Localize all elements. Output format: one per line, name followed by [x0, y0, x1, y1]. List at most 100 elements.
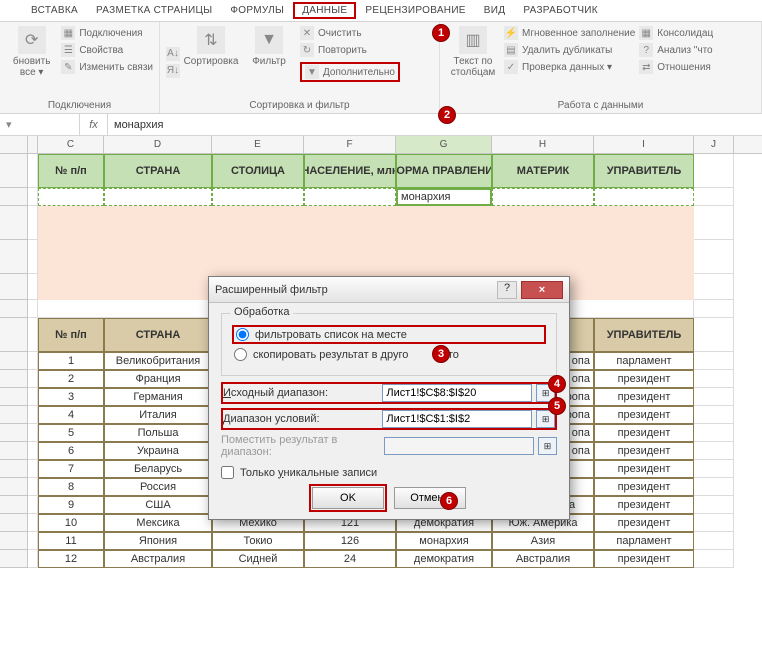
sort-button[interactable]: ⇅ Сортировка — [184, 26, 238, 98]
criteria-header[interactable]: МАТЕРИК — [492, 154, 594, 188]
col-header[interactable]: J — [694, 136, 734, 153]
name-box[interactable]: ▾ — [0, 114, 80, 135]
criteria-cell-selected[interactable]: монархия — [396, 188, 492, 206]
table-cell[interactable]: 1 — [38, 352, 104, 370]
criteria-cell[interactable] — [594, 188, 694, 206]
cell[interactable] — [694, 550, 734, 568]
table-cell[interactable]: 7 — [38, 460, 104, 478]
row-header[interactable] — [0, 206, 28, 240]
table-cell[interactable]: парламент — [594, 352, 694, 370]
what-if-button[interactable]: ?Анализ "что — [639, 43, 713, 57]
table-cell[interactable]: 9 — [38, 496, 104, 514]
criteria-header[interactable]: НАСЕЛЕНИЕ, млн — [304, 154, 396, 188]
row-header[interactable] — [0, 188, 28, 206]
criteria-cell[interactable] — [304, 188, 396, 206]
checkbox-unique-records[interactable]: Только уникальные записи — [221, 466, 557, 479]
row-header[interactable] — [0, 514, 28, 532]
filter-button[interactable]: ▼ Фильтр — [242, 26, 296, 98]
table-cell[interactable]: Польша — [104, 424, 212, 442]
relationships-button[interactable]: ⇄Отношения — [639, 60, 713, 74]
col-header[interactable] — [28, 136, 38, 153]
table-cell[interactable]: демократия — [396, 550, 492, 568]
cell[interactable] — [694, 406, 734, 424]
cell[interactable] — [28, 370, 38, 388]
cell[interactable] — [694, 274, 734, 300]
cell[interactable] — [694, 300, 734, 318]
criteria-header[interactable]: СТОЛИЦА — [212, 154, 304, 188]
cell[interactable] — [28, 478, 38, 496]
row-header[interactable] — [0, 478, 28, 496]
cell[interactable] — [28, 206, 38, 240]
cell[interactable] — [694, 478, 734, 496]
table-cell[interactable]: 2 — [38, 370, 104, 388]
row-header[interactable] — [0, 300, 28, 318]
row-header[interactable] — [0, 154, 28, 188]
cell[interactable] — [694, 370, 734, 388]
fx-label[interactable]: fx — [80, 114, 108, 135]
dialog-titlebar[interactable]: Расширенный фильтр ? × — [209, 277, 569, 303]
spacer-cell[interactable] — [38, 240, 694, 274]
col-header[interactable]: E — [212, 136, 304, 153]
table-cell[interactable]: США — [104, 496, 212, 514]
input-source-range[interactable] — [382, 384, 532, 402]
radio-filter-in-place[interactable]: фильтровать список на месте — [232, 325, 546, 344]
dialog-help-button[interactable]: ? — [497, 281, 517, 299]
text-to-columns-button[interactable]: ▥ Текст по столбцам — [446, 26, 500, 98]
data-validation-button[interactable]: ✓Проверка данных ▾ — [504, 60, 635, 74]
clear-filter-button[interactable]: ✕Очистить — [300, 26, 400, 40]
row-header[interactable] — [0, 352, 28, 370]
consolidate-button[interactable]: ▦Консолидац — [639, 26, 713, 40]
table-cell[interactable]: Украина — [104, 442, 212, 460]
reapply-button[interactable]: ↻Повторить — [300, 43, 400, 57]
cell[interactable] — [28, 388, 38, 406]
cell[interactable] — [694, 388, 734, 406]
cell[interactable] — [28, 514, 38, 532]
criteria-cell[interactable] — [38, 188, 104, 206]
row-header[interactable] — [0, 442, 28, 460]
table-cell[interactable]: Токио — [212, 532, 304, 550]
refresh-all-button[interactable]: ⟳ бновить все ▾ — [6, 26, 57, 98]
flash-fill-button[interactable]: ⚡Мгновенное заполнение — [504, 26, 635, 40]
table-cell[interactable]: Россия — [104, 478, 212, 496]
cell[interactable] — [28, 318, 38, 352]
table-cell[interactable]: президент — [594, 406, 694, 424]
table-cell[interactable]: Азия — [492, 532, 594, 550]
edit-links-button[interactable]: ✎Изменить связи — [61, 60, 153, 74]
row-header[interactable] — [0, 424, 28, 442]
radio-copy-to-input[interactable] — [234, 348, 247, 361]
table-cell[interactable]: президент — [594, 496, 694, 514]
tab-insert[interactable]: ВСТАВКА — [22, 2, 87, 19]
cell[interactable] — [28, 496, 38, 514]
table-cell[interactable]: Сидней — [212, 550, 304, 568]
remove-duplicates-button[interactable]: ▤Удалить дубликаты — [504, 43, 635, 57]
col-header[interactable]: D — [104, 136, 212, 153]
tab-data[interactable]: ДАННЫЕ — [293, 2, 356, 19]
table-cell[interactable]: 8 — [38, 478, 104, 496]
ok-button[interactable]: OK — [312, 487, 384, 509]
table-cell[interactable]: 4 — [38, 406, 104, 424]
row-header[interactable] — [0, 274, 28, 300]
cell[interactable] — [28, 188, 38, 206]
table-cell[interactable]: 5 — [38, 424, 104, 442]
table-cell[interactable]: Беларусь — [104, 460, 212, 478]
col-header[interactable]: H — [492, 136, 594, 153]
connections-button[interactable]: ▦Подключения — [61, 26, 153, 40]
table-cell[interactable]: 24 — [304, 550, 396, 568]
table-cell[interactable]: Япония — [104, 532, 212, 550]
row-header[interactable] — [0, 532, 28, 550]
checkbox-unique-input[interactable] — [221, 466, 234, 479]
cell[interactable] — [28, 442, 38, 460]
cell[interactable] — [694, 206, 734, 240]
row-header[interactable] — [0, 388, 28, 406]
tab-formulas[interactable]: ФОРМУЛЫ — [221, 2, 293, 19]
tab-file[interactable] — [4, 8, 22, 14]
tab-review[interactable]: РЕЦЕНЗИРОВАНИЕ — [356, 2, 474, 19]
tab-view[interactable]: ВИД — [475, 2, 515, 19]
criteria-header[interactable]: № п/п — [38, 154, 104, 188]
cell[interactable] — [694, 240, 734, 274]
criteria-cell[interactable] — [212, 188, 304, 206]
table-cell[interactable]: 12 — [38, 550, 104, 568]
table-header[interactable]: СТРАНА — [104, 318, 212, 352]
row-header[interactable] — [0, 318, 28, 352]
table-cell[interactable]: президент — [594, 424, 694, 442]
